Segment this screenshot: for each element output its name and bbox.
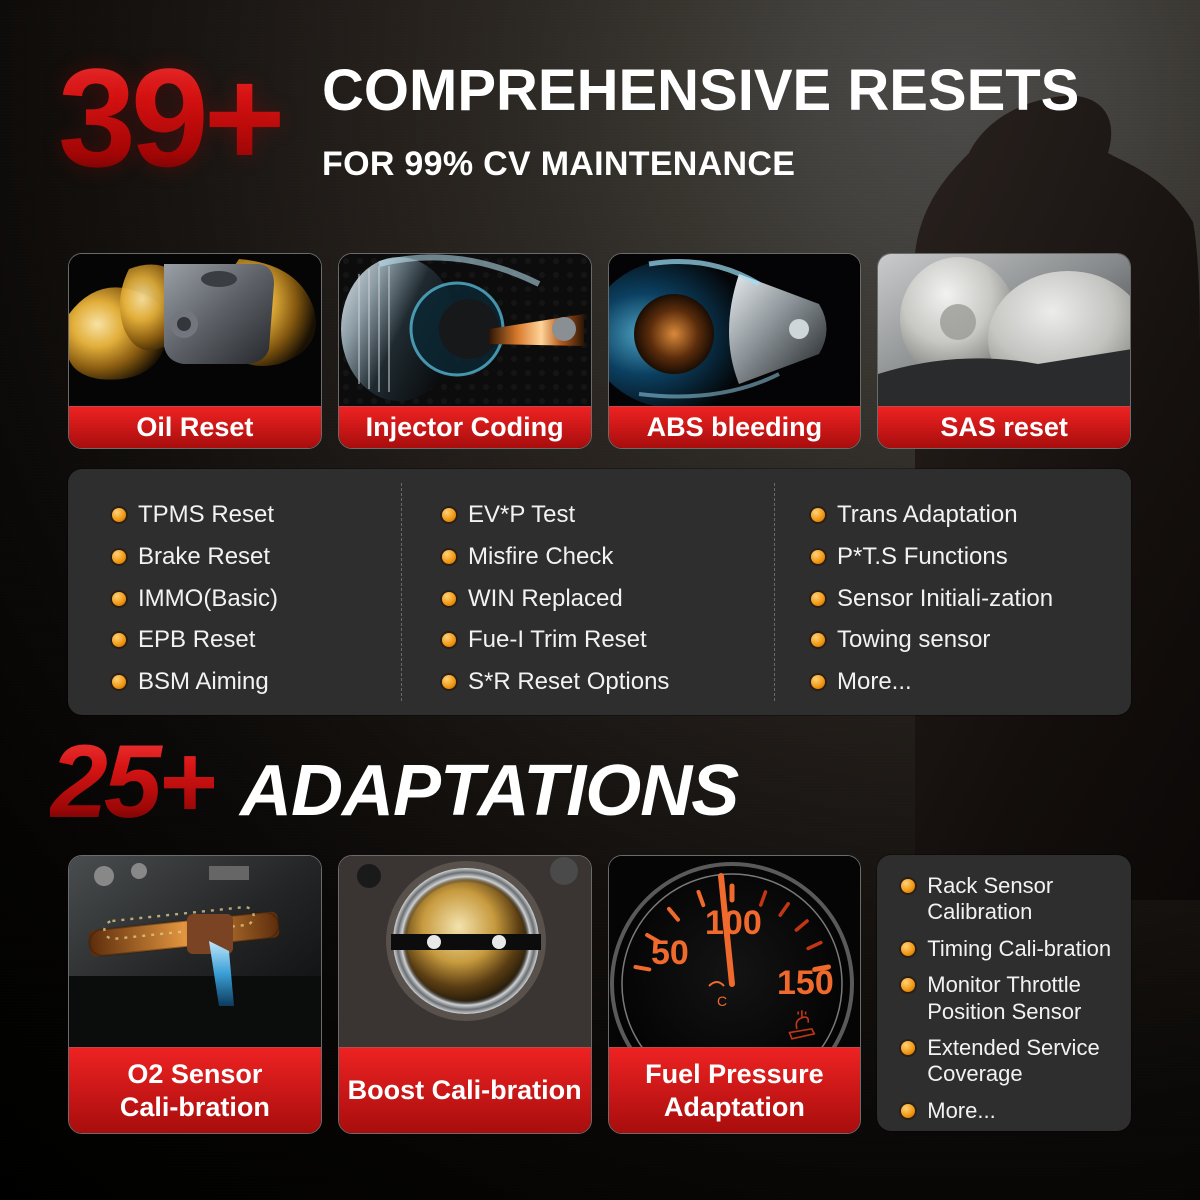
svg-text:C: C	[717, 993, 727, 1009]
svg-text:50: 50	[651, 934, 689, 972]
svg-text:150: 150	[777, 964, 834, 1002]
svg-text:100: 100	[705, 904, 762, 942]
